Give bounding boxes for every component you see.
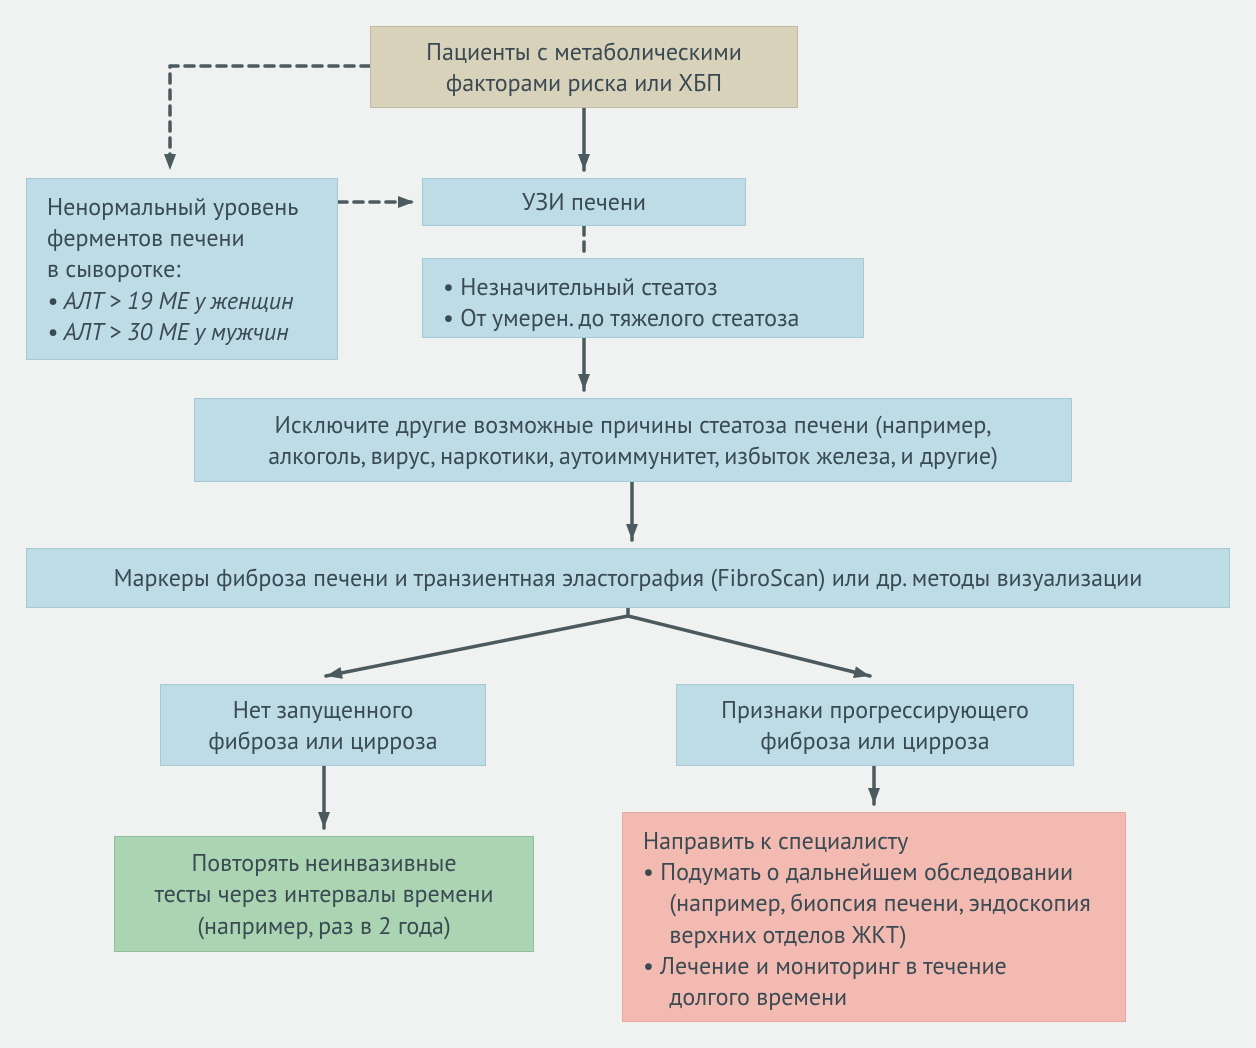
node-exclude: Исключите другие возможные причины стеат… (194, 398, 1072, 482)
node-no_fibrosis: Нет запущенногофиброза или цирроза (160, 684, 486, 766)
node-markers: Маркеры фиброза печени и транзиентная эл… (26, 548, 1230, 608)
node-repeat_tests: Повторять неинвазивныетесты через интерв… (114, 836, 534, 952)
flowchart-canvas: Пациенты с метаболическимифакторами риск… (0, 0, 1256, 1048)
node-yes_fibrosis: Признаки прогрессирующегофиброза или цир… (676, 684, 1074, 766)
node-start: Пациенты с метаболическимифакторами риск… (370, 26, 798, 108)
node-steatosis: Незначительный стеатозОт умерен. до тяже… (422, 258, 864, 338)
node-refer: Направить к специалистуПодумать о дальне… (622, 812, 1126, 1022)
node-usi: УЗИ печени (422, 178, 746, 226)
node-enzymes: Ненормальный уровеньферментов печенив сы… (26, 178, 338, 360)
